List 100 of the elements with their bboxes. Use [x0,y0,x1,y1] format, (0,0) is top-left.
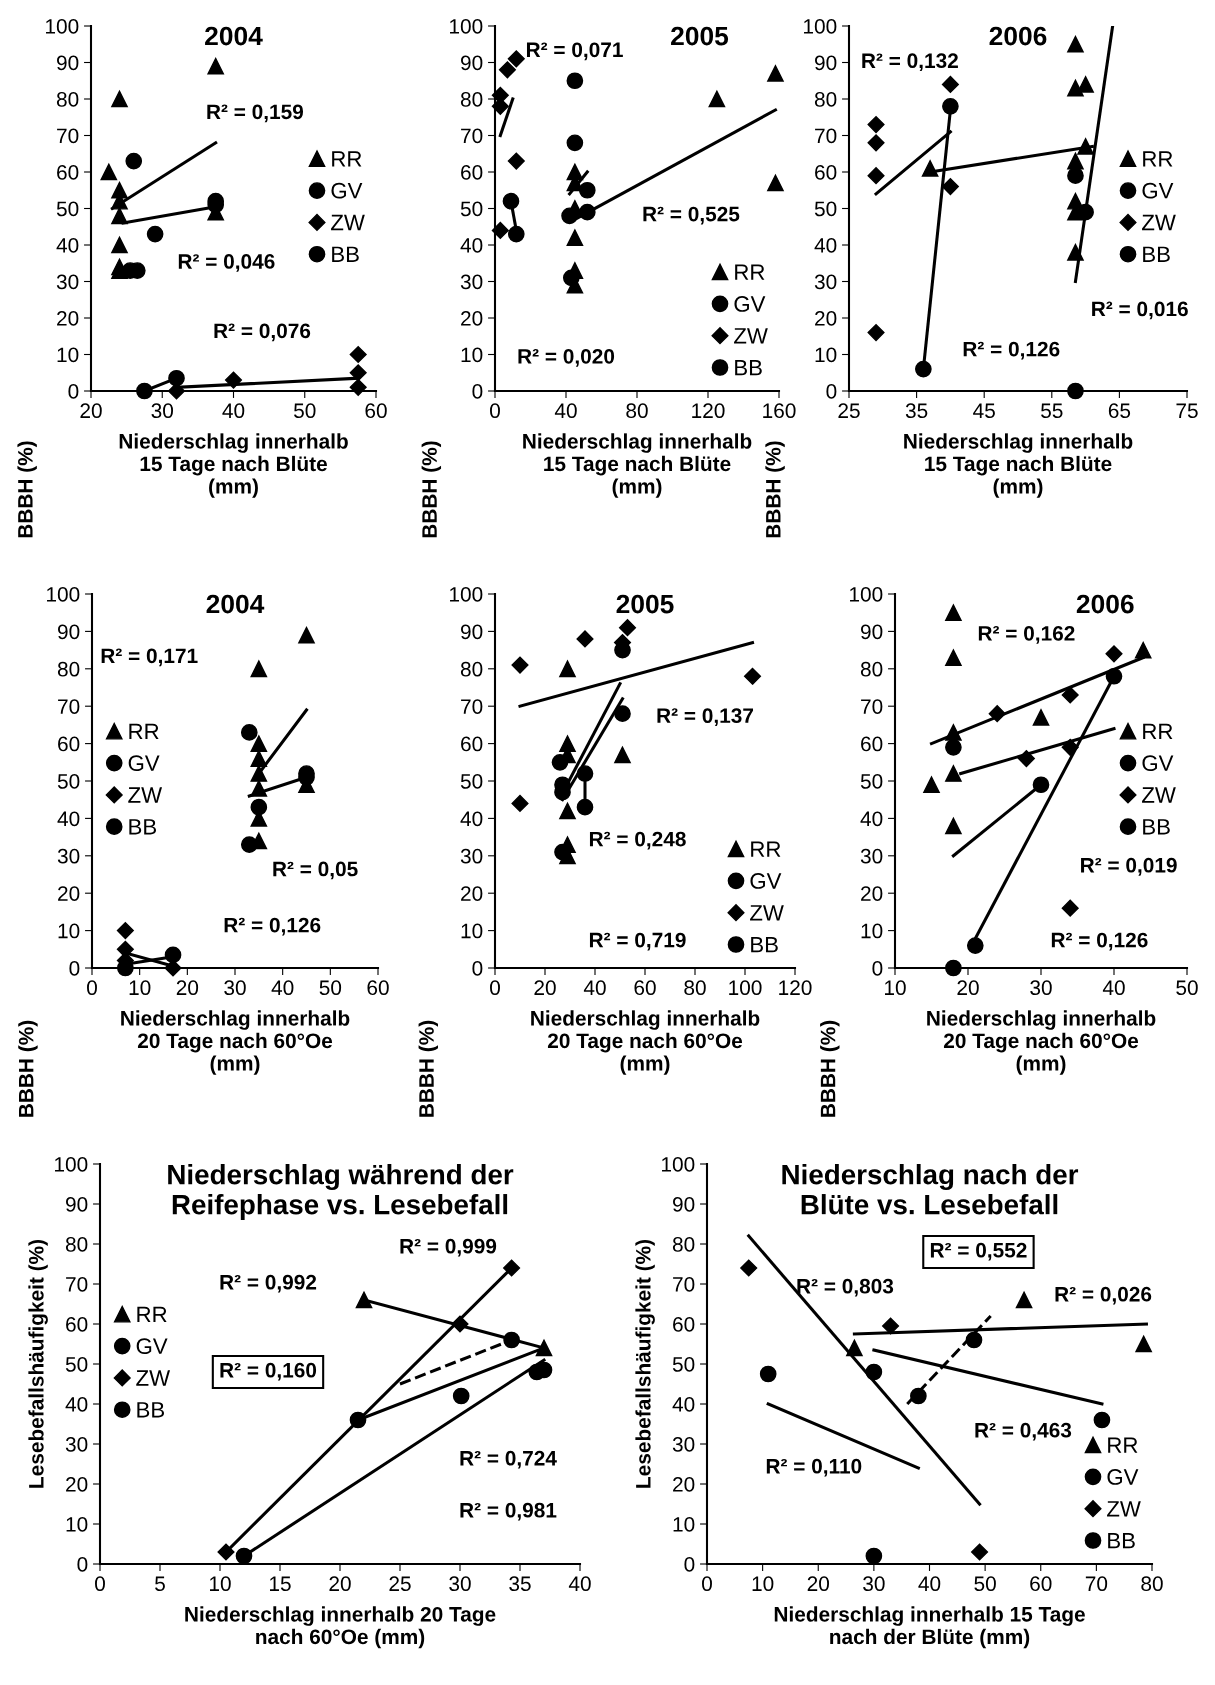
annotation: R² = 0,137 [657,708,754,727]
legend-label: ZW [128,787,163,803]
x-tick-label: 40 [222,403,245,419]
legend-label: RR [735,264,765,280]
x-tick-label: 15 [270,1576,291,1592]
y-tick-label: 50 [57,774,80,789]
legend-label: RR [137,1306,167,1323]
x-tick-label: 60 [634,980,656,996]
x-tick-label: 0 [702,1576,712,1592]
x-tick-label: 160 [763,403,796,419]
x-tick-label: 0 [490,980,500,996]
x-tick-label: 50 [294,403,316,419]
y-tick-label: 70 [673,1277,695,1292]
chart-title: Niederschlag nach der Blüte vs. Lesebefall [782,1164,1079,1215]
y-tick-label: 0 [872,961,883,976]
y-tick-label: 10 [673,1517,695,1532]
y-tick-label: 20 [66,1477,88,1492]
y-tick-label: 40 [814,238,837,253]
y-tick-label: 90 [461,624,483,640]
x-tick-label: 45 [973,403,995,419]
y-tick-label: 20 [57,311,79,326]
legend-label: RR [1108,1437,1138,1453]
x-axis-title: Niederschlag innerhalb 20 Tage nach 60°Oe (mm) [927,1010,1156,1075]
x-tick-label: 120 [692,403,725,419]
y-axis-title: BBBH (%) [765,441,785,538]
legend-label: GV [750,873,782,889]
y-tick-label: 10 [861,923,883,939]
y-tick-label: 80 [460,92,483,107]
chart-title: 2006 [989,26,1047,46]
legend-label: BB [735,359,762,376]
legend-label: BB [332,246,359,262]
x-tick-label: 60 [367,980,389,996]
y-tick-label: 60 [58,736,80,752]
y-tick-label: 0 [826,384,837,399]
legend-label: ZW [1107,1501,1141,1517]
legend-label: ZW [1142,787,1176,803]
y-tick-label: 20 [815,311,837,326]
y-tick-label: 80 [460,661,483,677]
y-tick-label: 100 [46,19,79,34]
y-tick-label: 10 [66,1517,88,1532]
y-tick-label: 70 [57,128,79,144]
x-tick-label: 50 [319,980,342,996]
x-tick-label: 0 [95,1576,105,1592]
y-tick-label: 0 [68,384,79,399]
x-tick-label: 0 [490,403,500,419]
y-tick-label: 20 [673,1477,695,1492]
x-tick-label: 70 [1085,1576,1108,1592]
y-tick-label: 50 [460,774,483,789]
x-tick-label: 20 [80,403,102,419]
x-axis-title: Niederschlag innerhalb 20 Tage nach 60°Oe (mm) [121,1010,350,1075]
x-tick-label: 10 [752,1576,774,1592]
y-tick-label: 90 [58,624,80,640]
x-tick-label: 50 [1176,980,1198,996]
y-tick-label: 50 [65,1357,88,1372]
y-tick-label: 80 [56,92,79,107]
x-tick-label: 40 [1102,980,1125,996]
legend-label: ZW [331,214,365,231]
y-tick-label: 70 [58,699,80,714]
x-tick-label: 50 [974,1576,996,1592]
y-tick-label: 40 [860,811,883,827]
annotation: R² = 0,552 [930,1242,1027,1261]
chart-title: 2004 [206,594,265,614]
legend-label: BB [137,1402,165,1418]
y-tick-label: 100 [47,587,80,602]
x-tick-label: 30 [224,980,246,996]
annotation: R² = 0,981 [460,1502,557,1521]
y-tick-label: 30 [860,848,883,864]
y-tick-label: 10 [461,347,483,363]
x-tick-label: 40 [271,980,294,996]
y-tick-label: 80 [814,92,837,107]
x-tick-label: 40 [568,1576,591,1592]
legend-label: RR [751,841,781,857]
y-tick-label: 40 [460,238,483,253]
y-tick-label: 100 [850,587,883,602]
annotation: R² = 0,126 [224,917,321,936]
y-tick-label: 70 [815,128,837,144]
x-tick-label: 30 [151,403,174,419]
y-axis-title: BBBH (%) [17,441,37,538]
x-axis-title: Niederschlag innerhalb 15 Tage nach Blüte (mm) [904,433,1133,498]
y-axis-title: Lesebefallshäufigkeit (%) [28,1239,48,1488]
y-axis-title: Lesebefallshäufigkeit (%) [635,1239,655,1488]
legend-label: ZW [136,1370,171,1386]
y-tick-label: 80 [860,661,883,677]
y-tick-label: 40 [460,811,483,827]
y-tick-label: 40 [57,811,80,827]
y-axis-title: BBBH (%) [18,1020,38,1117]
x-tick-label: 20 [957,980,979,996]
annotation: R² = 0,463 [975,1422,1072,1441]
annotation: R² = 0,248 [589,831,686,850]
x-tick-label: 35 [905,403,928,419]
legend-label: RR [1143,151,1173,167]
x-tick-label: 120 [779,980,812,996]
chart-title: 2004 [205,26,263,46]
x-tick-label: 40 [918,1576,941,1592]
x-tick-label: 55 [1041,403,1063,419]
y-tick-label: 90 [861,624,883,640]
x-tick-label: 20 [329,1576,351,1592]
x-tick-label: 75 [1176,403,1198,419]
legend-label: ZW [750,905,784,921]
y-tick-label: 30 [814,274,837,290]
